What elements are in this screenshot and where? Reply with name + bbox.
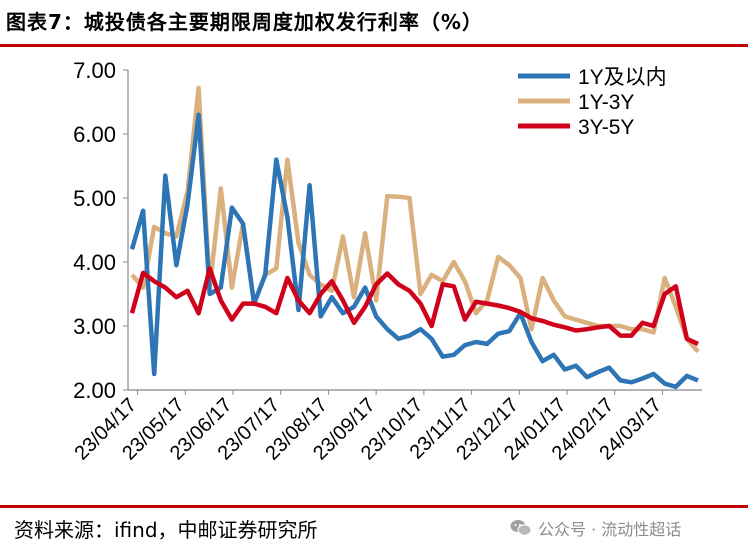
series-line-1: [129, 112, 699, 390]
legend-label-2: 1Y-3Y: [578, 91, 634, 114]
y-tick-label: 4.00: [73, 250, 116, 275]
y-tick-label: 2.00: [73, 378, 116, 403]
title-divider: [0, 44, 748, 47]
series-lines: [129, 85, 700, 390]
source-note: 资料来源：ifind，中邮证券研究所: [14, 518, 318, 542]
watermark: 公众号 · 流动性超话: [510, 516, 681, 540]
y-tick-label: 6.00: [73, 122, 116, 147]
line-chart: 2.00 3.00 4.00 5.00 6.00 7.00 23/04/1723/05/1…: [70, 58, 702, 465]
watermark-text: 公众号 · 流动性超话: [538, 520, 682, 539]
legend-label-3: 3Y-5Y: [578, 116, 634, 139]
series-line-3: [129, 266, 699, 346]
y-tick-label: 3.00: [73, 314, 116, 339]
y-tick-label: 5.00: [73, 186, 116, 211]
legend-label-1: 1Y及以内: [578, 66, 667, 89]
chart-axes: [127, 70, 702, 391]
footer-divider: [0, 505, 748, 508]
y-axis-ticks: 2.00 3.00 4.00 5.00 6.00 7.00: [73, 58, 128, 403]
wechat-icon: [510, 520, 532, 536]
chart-title: 图表7：城投债各主要期限周度加权发行利率（%）: [6, 10, 483, 34]
y-tick-label: 7.00: [73, 58, 116, 83]
x-axis-ticks: 23/04/1723/05/1723/06/1723/07/1723/08/17…: [70, 390, 666, 465]
